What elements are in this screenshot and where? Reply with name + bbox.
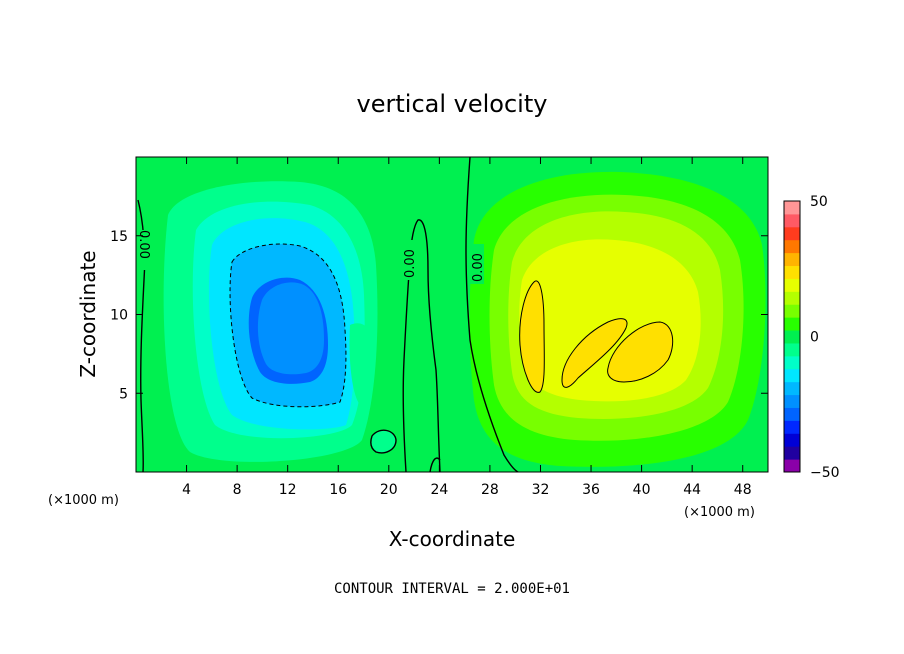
chart-title: vertical velocity bbox=[357, 90, 548, 118]
colorbar-label: 0 bbox=[810, 330, 819, 346]
updraft-core-c bbox=[607, 322, 673, 382]
positive-contours bbox=[519, 280, 674, 393]
contour-label-center: 0.00 bbox=[403, 249, 418, 278]
downdraft-level--20b bbox=[257, 282, 324, 375]
colorbar-swatch bbox=[784, 420, 800, 434]
contour-labels: 0.00 0.00 0.00 bbox=[136, 230, 486, 284]
colorbar-frame bbox=[783, 200, 801, 473]
colorbar-swatch bbox=[784, 330, 800, 344]
colorbar-swatch bbox=[784, 368, 800, 383]
x-tick-label: 28 bbox=[481, 482, 499, 498]
x-tick-label: 40 bbox=[633, 482, 651, 498]
colorbar-swatch bbox=[784, 201, 800, 215]
colorbar-labels: 50 0 −50 bbox=[810, 194, 840, 481]
x-tick-label: 36 bbox=[582, 482, 600, 498]
contour-label-left: 0.00 bbox=[136, 230, 151, 259]
colorbar-swatch bbox=[784, 459, 800, 473]
updraft-core-b bbox=[562, 318, 628, 388]
zero-contour-base bbox=[429, 457, 441, 472]
y-axis-label: Z-coordinate bbox=[76, 250, 100, 377]
colorbar-swatch bbox=[784, 317, 800, 331]
x-tick-label: 12 bbox=[279, 482, 297, 498]
x-tick-label: 24 bbox=[430, 482, 448, 498]
zero-contour-patch bbox=[370, 429, 397, 454]
updraft-core-a bbox=[519, 280, 545, 393]
colorbar bbox=[783, 200, 801, 473]
contour-interval-footer: CONTOUR INTERVAL = 2.000E+01 bbox=[334, 581, 570, 597]
downdraft-patch-mid bbox=[349, 323, 375, 405]
y-axis: 5 10 15 bbox=[110, 229, 768, 402]
colorbar-swatch bbox=[784, 213, 800, 228]
colorbar-label: −50 bbox=[810, 465, 840, 481]
x-axis: 4 8 12 16 20 24 28 32 36 40 44 48 bbox=[182, 157, 752, 498]
y-tick-label: 5 bbox=[119, 386, 128, 402]
colorbar-swatch bbox=[784, 226, 800, 241]
colorbar-swatch bbox=[784, 239, 800, 254]
contour-field bbox=[136, 157, 768, 472]
contour-neg-20 bbox=[229, 243, 347, 408]
zero-contour-center bbox=[402, 219, 441, 472]
x-axis-label: X-coordinate bbox=[389, 527, 516, 551]
x-tick-label: 48 bbox=[734, 482, 752, 498]
colorbar-swatch bbox=[784, 252, 800, 267]
colorbar-label: 50 bbox=[810, 194, 828, 210]
x-tick-label: 20 bbox=[380, 482, 398, 498]
x-tick-label: 44 bbox=[683, 482, 701, 498]
colorbar-swatch bbox=[784, 433, 800, 447]
x-tick-label: 32 bbox=[532, 482, 550, 498]
colorbar-swatch bbox=[784, 355, 800, 370]
x-unit-right: (×1000 m) bbox=[684, 505, 755, 520]
contour-label-right: 0.00 bbox=[471, 253, 486, 282]
contour-pos-20a bbox=[519, 280, 545, 393]
colorbar-swatch bbox=[784, 394, 800, 408]
x-tick-label: 8 bbox=[233, 482, 242, 498]
downdraft-patch-low bbox=[370, 430, 396, 453]
y-tick-label: 10 bbox=[110, 308, 128, 324]
x-tick-label: 16 bbox=[329, 482, 347, 498]
colorbar-swatch bbox=[784, 342, 800, 357]
colorbar-swatch bbox=[784, 265, 800, 279]
x-tick-label: 4 bbox=[182, 482, 191, 498]
colorbar-swatch bbox=[784, 291, 800, 305]
colorbar-swatch bbox=[784, 446, 800, 460]
colorbar-swatch bbox=[784, 304, 800, 318]
colorbar-swatch bbox=[784, 278, 800, 292]
negative-contours bbox=[229, 243, 347, 408]
colorbar-swatch bbox=[784, 407, 800, 421]
x-unit-left: (×1000 m) bbox=[48, 493, 119, 508]
zero-contour-right bbox=[465, 157, 519, 472]
y-tick-label: 15 bbox=[110, 229, 128, 245]
colorbar-swatch bbox=[784, 381, 800, 396]
contour-pos-20c bbox=[607, 321, 674, 383]
contour-pos-20b bbox=[561, 318, 628, 388]
